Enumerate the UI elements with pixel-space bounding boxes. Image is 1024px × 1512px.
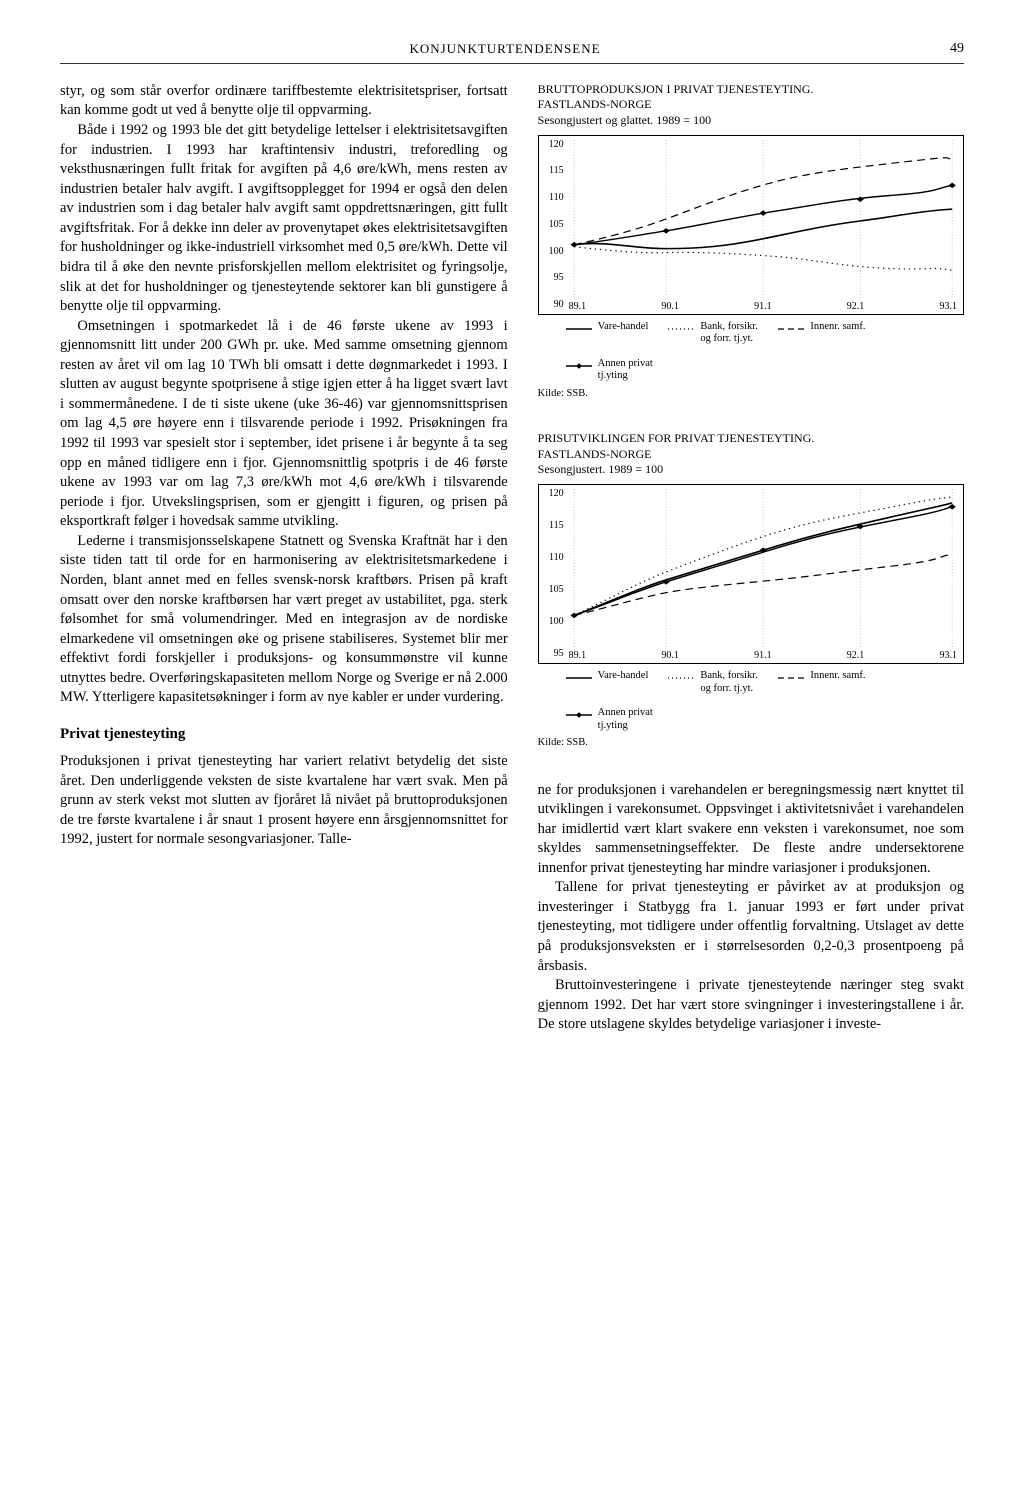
plot-area [569, 140, 957, 298]
section-heading: Privat tjenesteyting [60, 724, 508, 744]
chart-frame: 120 115 110 105 100 95 90 [538, 135, 964, 315]
chart-title: PRISUTVIKLINGEN FOR PRIVAT TJENESTEYTING… [538, 431, 964, 478]
page-header: KONJUNKTURTENDENSENE 49 [60, 40, 964, 64]
two-column-layout: styr, og som står overfor ordinære tarif… [60, 82, 964, 1035]
chart-legend: Vare-handel Bank, forsikr. og forr. tj.y… [538, 321, 964, 383]
x-axis: 89.1 90.1 91.1 92.1 93.1 [569, 300, 957, 314]
chart-frame: 120 115 110 105 100 95 [538, 484, 964, 664]
body-paragraph: Omsetningen i spotmarkedet lå i de 46 fø… [60, 317, 508, 532]
y-axis: 120 115 110 105 100 95 90 [539, 136, 567, 314]
chart-legend: Vare-handel Bank, forsikr. og forr. tj.y… [538, 670, 964, 732]
chart-prisutvikling: PRISUTVIKLINGEN FOR PRIVAT TJENESTEYTING… [538, 431, 964, 750]
body-paragraph: Tallene for privat tjenesteyting er påvi… [538, 878, 964, 976]
body-paragraph: Produksjonen i privat tjenesteyting har … [60, 752, 508, 850]
right-column: BRUTTOPRODUKSJON I PRIVAT TJENESTEYTING.… [538, 82, 964, 1035]
chart-title: BRUTTOPRODUKSJON I PRIVAT TJENESTEYTING.… [538, 82, 964, 129]
page-number: 49 [950, 40, 964, 59]
body-paragraph: ne for produksjonen i varehandelen er be… [538, 781, 964, 879]
body-paragraph: Lederne i transmisjonsselskapene Statnet… [60, 532, 508, 708]
chart-bruttoproduksjon: BRUTTOPRODUKSJON I PRIVAT TJENESTEYTING.… [538, 82, 964, 401]
running-head: KONJUNKTURTENDENSENE [409, 40, 600, 59]
left-column: styr, og som står overfor ordinære tarif… [60, 82, 508, 1035]
x-axis: 89.1 90.1 91.1 92.1 93.1 [569, 649, 957, 663]
chart-source: Kilde: SSB. [538, 387, 964, 401]
body-paragraph: Både i 1992 og 1993 ble det gitt betydel… [60, 121, 508, 317]
body-paragraph: Bruttoinvesteringene i private tjenestey… [538, 976, 964, 1035]
right-body-text: ne for produksjonen i varehandelen er be… [538, 781, 964, 1035]
chart-source: Kilde: SSB. [538, 736, 964, 750]
plot-area [569, 489, 957, 647]
y-axis: 120 115 110 105 100 95 [539, 485, 567, 663]
body-paragraph: styr, og som står overfor ordinære tarif… [60, 82, 508, 121]
